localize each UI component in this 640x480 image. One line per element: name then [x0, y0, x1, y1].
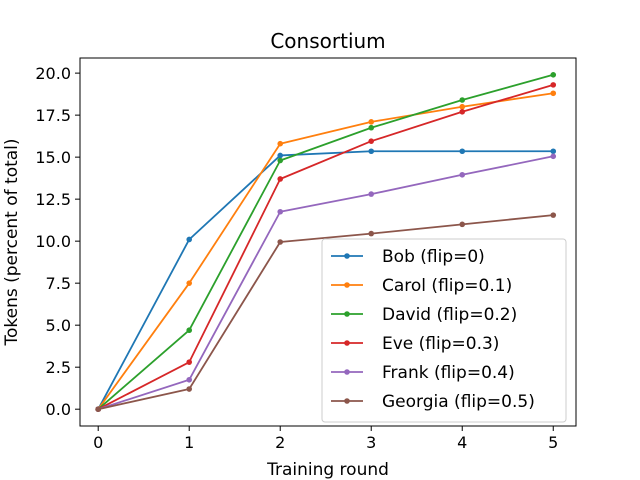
y-tick-label: 0.0	[46, 400, 71, 419]
data-point	[277, 140, 284, 147]
series-group	[95, 212, 557, 412]
data-point	[550, 148, 557, 155]
legend-swatch-marker	[344, 253, 350, 259]
data-point	[95, 406, 102, 412]
legend: Bob (flip=0) Carol (flip=0.1) David (flip=…	[321, 238, 567, 423]
series-group	[95, 153, 557, 412]
data-point	[459, 97, 466, 103]
x-tick-label: 3	[366, 433, 376, 452]
data-point	[550, 82, 557, 88]
legend-label: Eve (flip=0.3)	[382, 334, 499, 354]
data-point	[186, 376, 193, 383]
x-tick-label: 5	[548, 433, 558, 452]
y-tick-label: 5.0	[46, 316, 71, 335]
data-point	[368, 124, 375, 131]
legend-swatch-marker	[344, 369, 350, 375]
legend-swatch-marker	[344, 340, 350, 346]
y-tick-label: 7.5	[46, 274, 71, 293]
y-tick-label: 15.0	[35, 148, 71, 167]
data-point	[277, 157, 284, 164]
data-point	[550, 212, 557, 218]
data-point	[459, 103, 466, 110]
data-point	[277, 176, 284, 182]
data-point	[277, 208, 284, 215]
data-point	[186, 359, 193, 365]
legend-label: Carol (flip=0.1)	[382, 276, 512, 296]
chart-title: Consortium	[270, 29, 385, 53]
legend-label: David (flip=0.2)	[382, 305, 517, 325]
y-tick-label: 17.5	[35, 106, 71, 125]
series-line	[97, 92, 554, 410]
x-tick-label: 2	[275, 433, 285, 452]
series-line	[97, 73, 554, 410]
series-line	[98, 214, 554, 411]
y-axis-label: Tokens (percent of total)	[2, 138, 22, 346]
series-line	[97, 150, 554, 410]
data-point	[550, 153, 557, 160]
data-point	[368, 138, 375, 144]
legend-label: Frank (flip=0.4)	[382, 363, 515, 383]
data-point	[550, 72, 557, 78]
x-axis-label: Training round	[266, 460, 389, 480]
y-tick-label: 20.0	[35, 64, 71, 83]
x-tick-label: 4	[457, 433, 467, 452]
legend-label: Bob (flip=0)	[382, 247, 485, 267]
legend-swatch-marker	[344, 398, 350, 404]
legend-swatch-marker	[344, 282, 350, 288]
data-point	[186, 280, 193, 286]
x-tick-label: 0	[93, 433, 103, 452]
y-tick-label: 10.0	[35, 232, 71, 251]
data-point	[186, 236, 193, 243]
y-tick-label: 12.5	[35, 190, 71, 209]
data-point	[186, 386, 193, 392]
data-point	[186, 327, 193, 334]
data-point	[368, 119, 375, 125]
x-tick-label: 1	[184, 433, 194, 452]
axes-frame	[79, 57, 577, 427]
data-point	[277, 152, 284, 159]
data-point	[550, 90, 557, 97]
series-line	[97, 155, 554, 411]
data-point	[459, 221, 466, 228]
legend-box	[321, 238, 567, 423]
data-point	[459, 108, 466, 115]
data-point	[368, 191, 375, 197]
legend-swatch-marker	[344, 311, 350, 317]
data-point	[459, 171, 466, 178]
data-point	[459, 148, 466, 155]
data-point	[368, 230, 375, 237]
data-point	[277, 239, 284, 245]
data-point	[368, 148, 375, 155]
legend-label: Georgia (flip=0.5)	[382, 392, 535, 412]
plot-area: 0 1 2 3 4 5 0.0 2.5 5.0 7.5 10.0 12.5 15.0 17.5 20.0	[35, 57, 577, 452]
series-line	[97, 84, 554, 410]
y-tick-label: 2.5	[46, 358, 71, 377]
